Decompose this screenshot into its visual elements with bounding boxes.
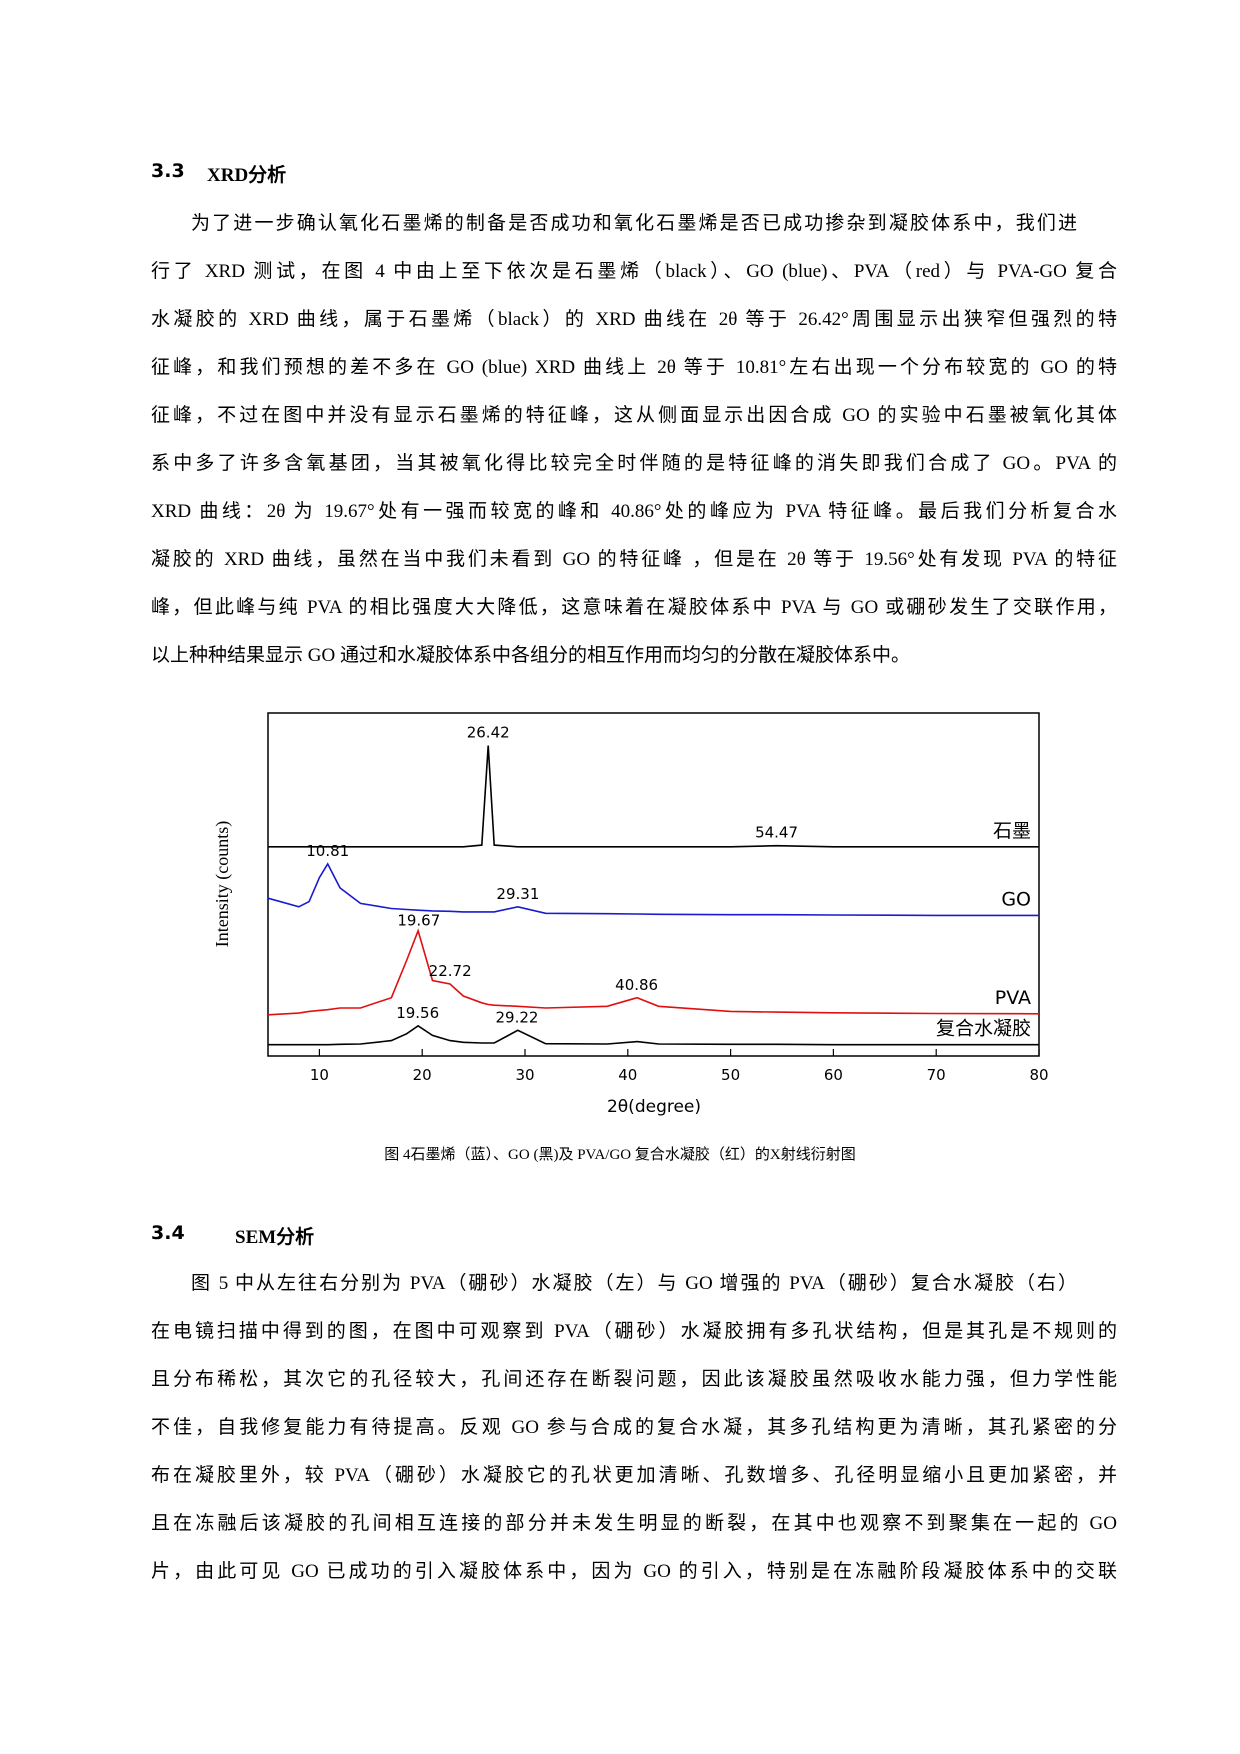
paragraph-line: 系中多了许多含氧基团，当其被氧化得比较完全时伴随的是特征峰的消失即我们合成了 G… (151, 453, 1117, 474)
series-line (268, 1024, 1039, 1046)
series-label: 石墨 (993, 820, 1031, 842)
paragraph-line: 且分布稀松，其次它的孔径较大，孔间还存在断裂问题，因此该凝胶虽然吸收水能力强，但… (151, 1369, 1117, 1390)
peak-label: 19.56 (396, 1004, 439, 1022)
paragraph-line: 片，由此可见 GO 已成功的引入凝胶体系中，因为 GO 的引入，特别是在冻融阶段… (151, 1561, 1117, 1582)
section-title: SEM分析 (235, 1227, 315, 1248)
x-tick-label: 80 (1029, 1066, 1048, 1084)
paragraph-line: 征峰，不过在图中并没有显示石墨烯的特征峰，这从侧面显示出因合成 GO 的实验中石… (151, 405, 1117, 426)
paragraph-line: 不佳，自我修复能力有待提高。反观 GO 参与合成的复合水凝，其多孔结构更为清晰，… (151, 1417, 1117, 1438)
peak-label: 29.22 (496, 1009, 539, 1027)
series-label: 复合水凝胶 (936, 1018, 1031, 1040)
x-tick-label: 30 (515, 1066, 534, 1084)
peak-label: 40.86 (615, 976, 658, 994)
series-line (267, 862, 1039, 917)
series-label: PVA (995, 987, 1031, 1009)
paragraph-line: 图 5 中从左往右分别为 PVA（硼砂）水凝胶（左）与 GO 增强的 PVA（硼… (191, 1273, 1077, 1294)
paragraph-line: 水凝胶的 XRD 曲线，属于石墨烯（black）的 XRD 曲线在 2θ 等于 … (151, 309, 1117, 330)
paragraph-line: 且在冻融后该凝胶的孔间相互连接的部分并未发生明显的断裂，在其中也观察不到聚集在一… (151, 1513, 1117, 1534)
x-tick-label: 60 (824, 1066, 843, 1084)
paragraph-line: 行了 XRD 测试，在图 4 中由上至下依次是石墨烯（black）、GO (bl… (151, 261, 1117, 282)
section-title: XRD分析 (207, 165, 287, 186)
peak-label: 22.72 (429, 962, 472, 980)
x-tick-label: 70 (927, 1066, 946, 1084)
paragraph-line: 峰，但此峰与纯 PVA 的相比强度大大降低，这意味着在凝胶体系中 PVA 与 G… (151, 597, 1117, 618)
peak-label: 26.42 (467, 724, 510, 742)
series-line (267, 928, 1040, 1016)
x-axis-label: 2θ(degree) (607, 1097, 701, 1117)
y-axis-label: Intensity (counts) (212, 821, 233, 947)
paragraph-line: 在电镜扫描中得到的图，在图中可观察到 PVA（硼砂）水凝胶拥有多孔状结构，但是其… (151, 1321, 1117, 1342)
x-tick-label: 50 (721, 1066, 740, 1084)
section-number: 3.3 (151, 160, 185, 182)
plot-frame (267, 712, 1040, 1057)
peak-label: 19.67 (397, 911, 440, 929)
x-tick-label: 20 (413, 1066, 432, 1084)
series-line (268, 745, 1039, 848)
paragraph-line: 为了进一步确认氧化石墨烯的制备是否成功和氧化石墨烯是否已成功掺杂到凝胶体系中，我… (191, 213, 1077, 234)
paragraph-line: XRD 曲线：2θ 为 19.67°处有一强而较宽的峰和 40.86°处的峰应为… (151, 501, 1117, 522)
peak-label: 29.31 (496, 885, 539, 903)
x-tick-label: 10 (310, 1066, 329, 1084)
paragraph-line: 布在凝胶里外，较 PVA（硼砂）水凝胶它的孔状更加清晰、孔数增多、孔径明显缩小且… (151, 1465, 1117, 1486)
figure-caption: 图 4石墨烯（蓝）、GO (黑)及 PVA/GO 复合水凝胶（红）的X射线衍射图 (384, 1147, 856, 1163)
section-number: 3.4 (151, 1222, 185, 1244)
paragraph-line: 以上种种结果显示 GO 通过和水凝胶体系中各组分的相互作用而均匀的分散在凝胶体系… (151, 645, 910, 666)
peak-label: 54.47 (755, 824, 798, 842)
x-tick-label: 40 (618, 1066, 637, 1084)
peak-label: 10.81 (306, 842, 349, 860)
paragraph-line: 征峰，和我们预想的差不多在 GO (blue) XRD 曲线上 2θ 等于 10… (151, 357, 1117, 378)
paragraph-line: 凝胶的 XRD 曲线，虽然在当中我们未看到 GO 的特征峰 ，但是在 2θ 等于… (151, 549, 1117, 570)
series-label: GO (1001, 888, 1031, 910)
